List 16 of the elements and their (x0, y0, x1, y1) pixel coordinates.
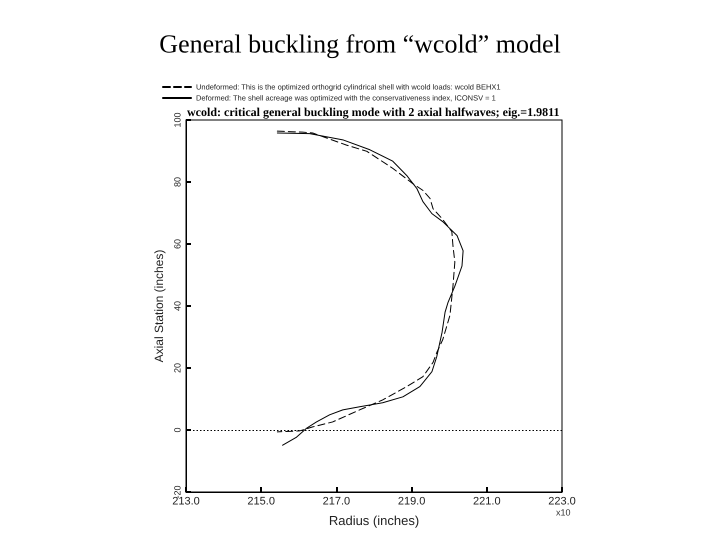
y-tick-label: 20 (172, 362, 182, 374)
text: x10 (556, 508, 571, 518)
x-tick-label: 223.0 (548, 496, 576, 508)
x-tick-label: 217.0 (322, 496, 350, 508)
x-tick-label: 221.0 (473, 496, 501, 508)
x-tick-label: 219.0 (398, 496, 426, 508)
x-axis-title: Radius (inches) (328, 513, 420, 528)
y-tick-label: 0 (172, 427, 182, 433)
chart-title: General buckling from “wcold” model (159, 30, 561, 58)
y-tick-label: 40 (172, 300, 182, 312)
y-tick-label: 100 (172, 112, 182, 128)
y-axis-title: Axial Station (inches) (152, 250, 166, 362)
x-tick-label: 215.0 (247, 496, 275, 508)
y-tick-label: 80 (172, 176, 182, 188)
y-tick-label: 60 (172, 238, 182, 250)
chart-subtitle: wcold: critical general buckling mode with 2 axial halfwaves; eig.=1.9811 (187, 105, 560, 119)
